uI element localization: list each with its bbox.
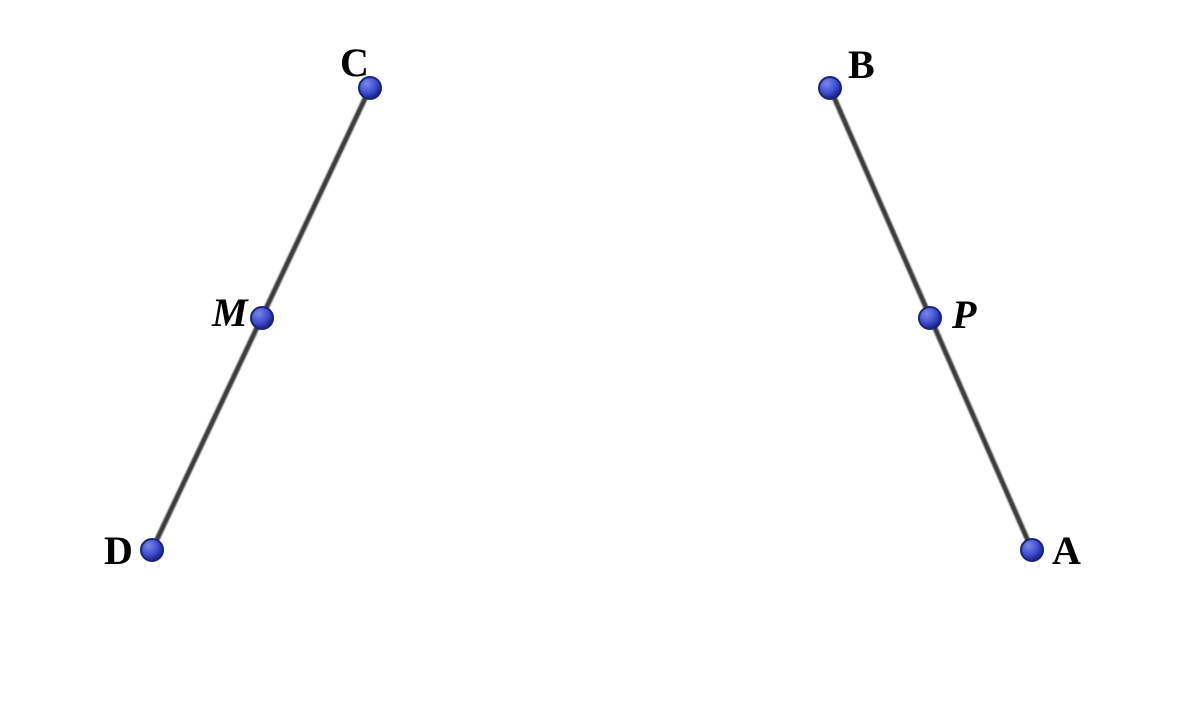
label-D: D [104,528,133,573]
vertex-B [819,77,841,99]
vertex-M [251,307,273,329]
label-A: A [1052,528,1081,573]
label-B: B [848,42,875,87]
label-C: C [340,40,369,85]
vertex-P [919,307,941,329]
vertex-D [141,539,163,561]
label-M: M [211,290,249,335]
labels-layer: C B M P D A [104,40,1081,573]
edges-layer [152,88,1032,550]
trapezoid-diagram: C B M P D A [0,0,1200,701]
vertex-A [1021,539,1043,561]
label-P: P [951,292,977,337]
